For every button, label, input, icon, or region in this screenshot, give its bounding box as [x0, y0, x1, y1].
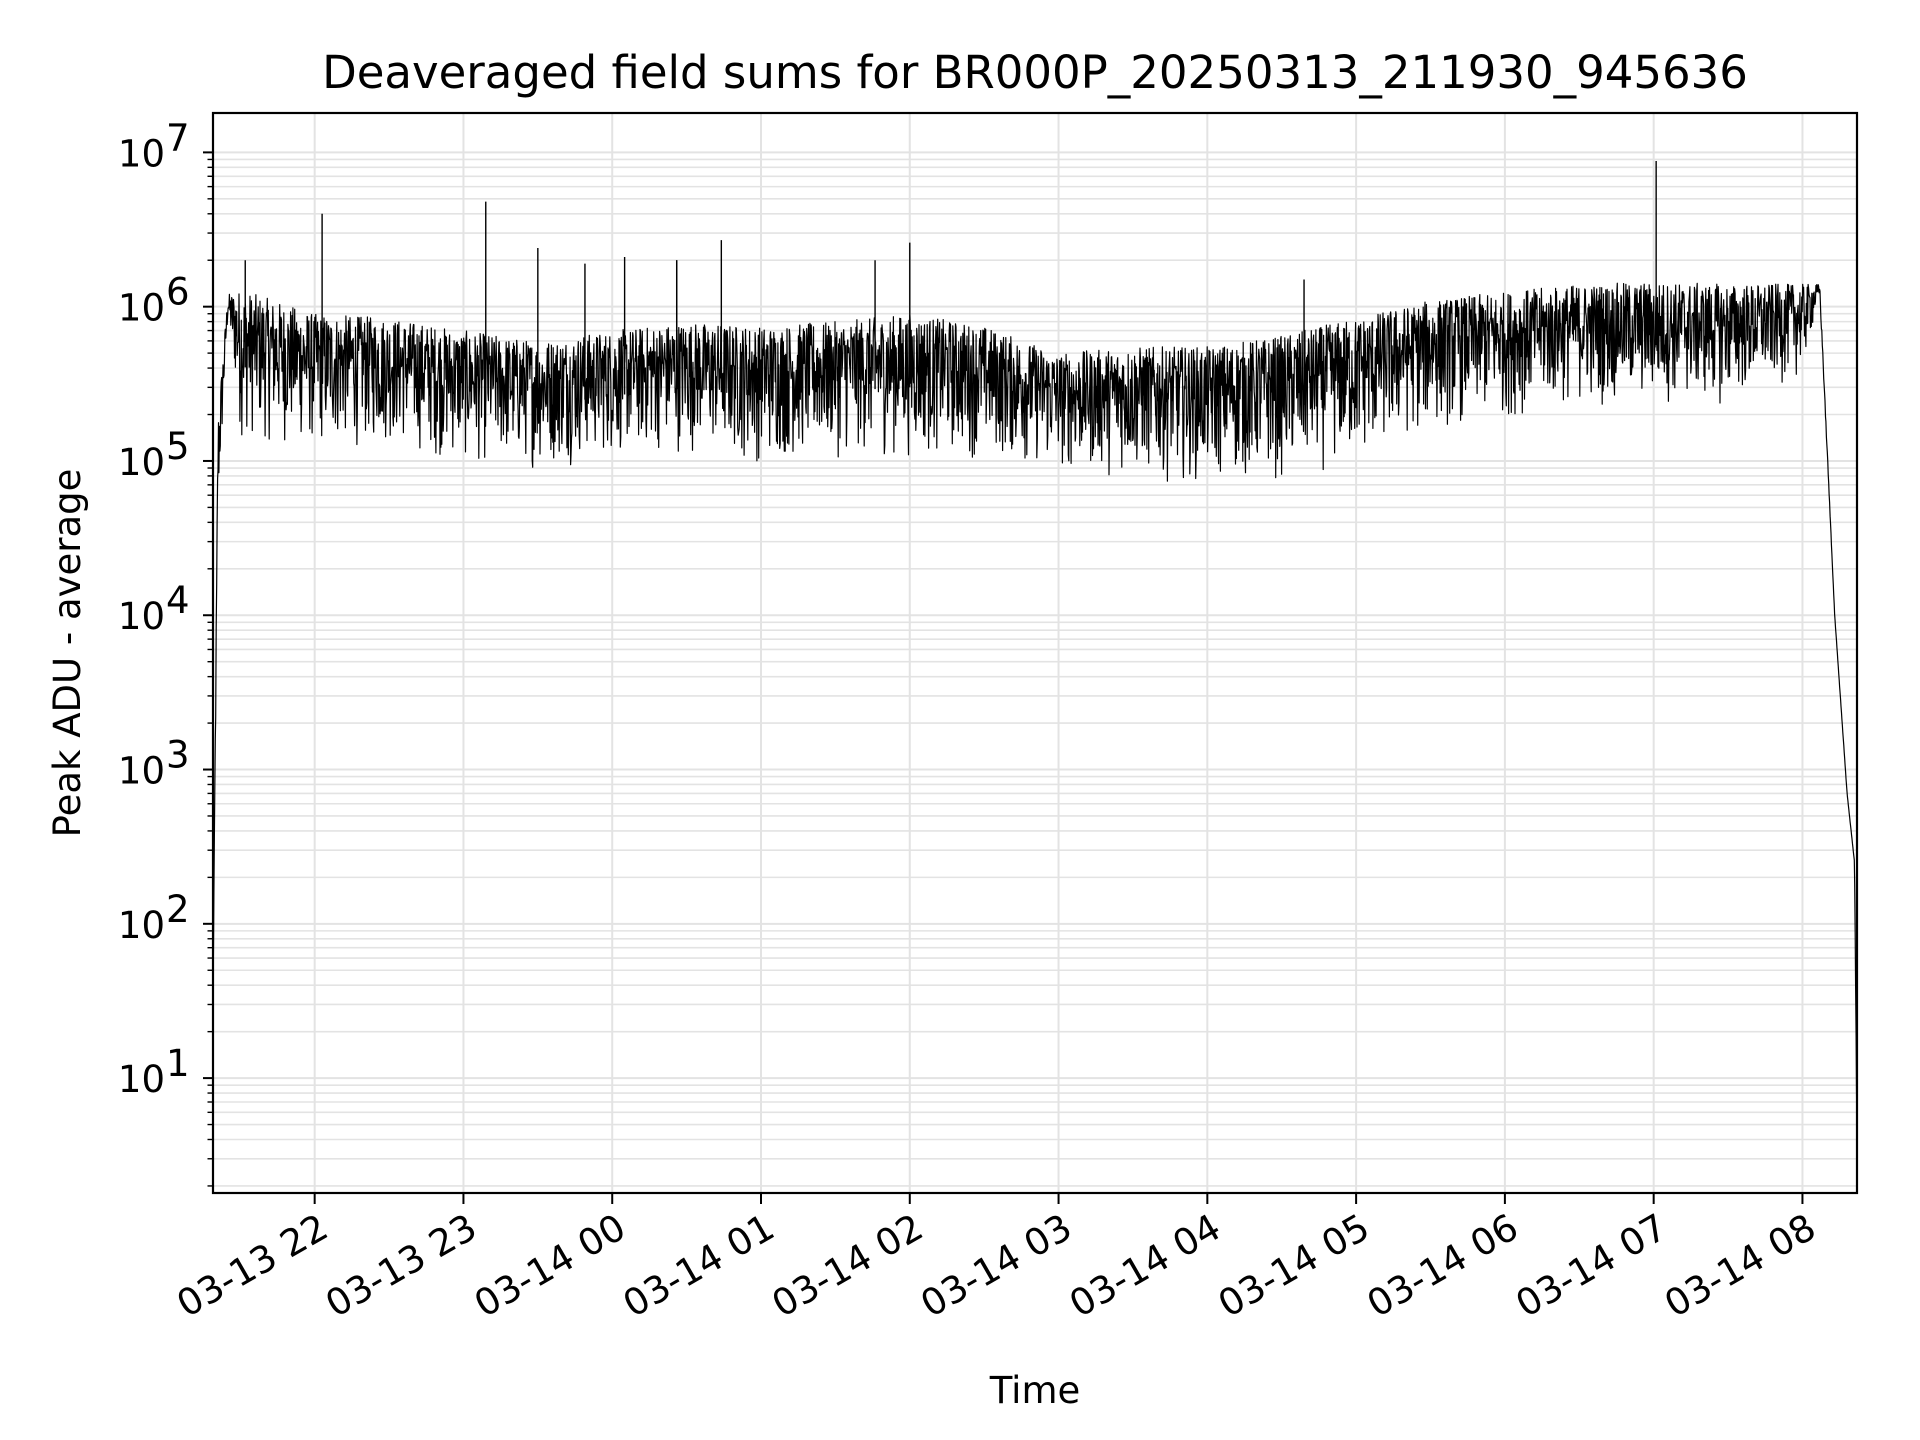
chart-title: Deaveraged field sums for BR000P_2025031…: [322, 46, 1748, 99]
y-tick-label: 10: [118, 595, 165, 638]
y-tick-label-exponent: 7: [166, 116, 190, 159]
grid: [213, 113, 1857, 1193]
y-tick-label: 10: [118, 287, 165, 330]
y-tick-label: 10: [118, 1058, 165, 1101]
y-tick-label-exponent: 4: [166, 579, 190, 622]
axes-frame: [211, 111, 1859, 1195]
y-tick-label-exponent: 3: [166, 734, 190, 777]
series-line: [212, 282, 1858, 1140]
y-tick-label: 10: [118, 441, 165, 484]
y-tick-label-exponent: 2: [166, 888, 190, 931]
y-axis-label: Peak ADU - average: [46, 469, 89, 838]
y-tick-label: 10: [118, 132, 165, 175]
y-tick-label: 10: [118, 750, 165, 793]
y-tick-label-exponent: 5: [166, 425, 190, 468]
y-tick-label: 10: [118, 904, 165, 947]
plot-area: [212, 160, 1858, 1140]
y-tick-label-exponent: 6: [166, 271, 190, 314]
x-axis-label: Time: [989, 1369, 1081, 1412]
y-tick-label-exponent: 1: [166, 1042, 190, 1085]
